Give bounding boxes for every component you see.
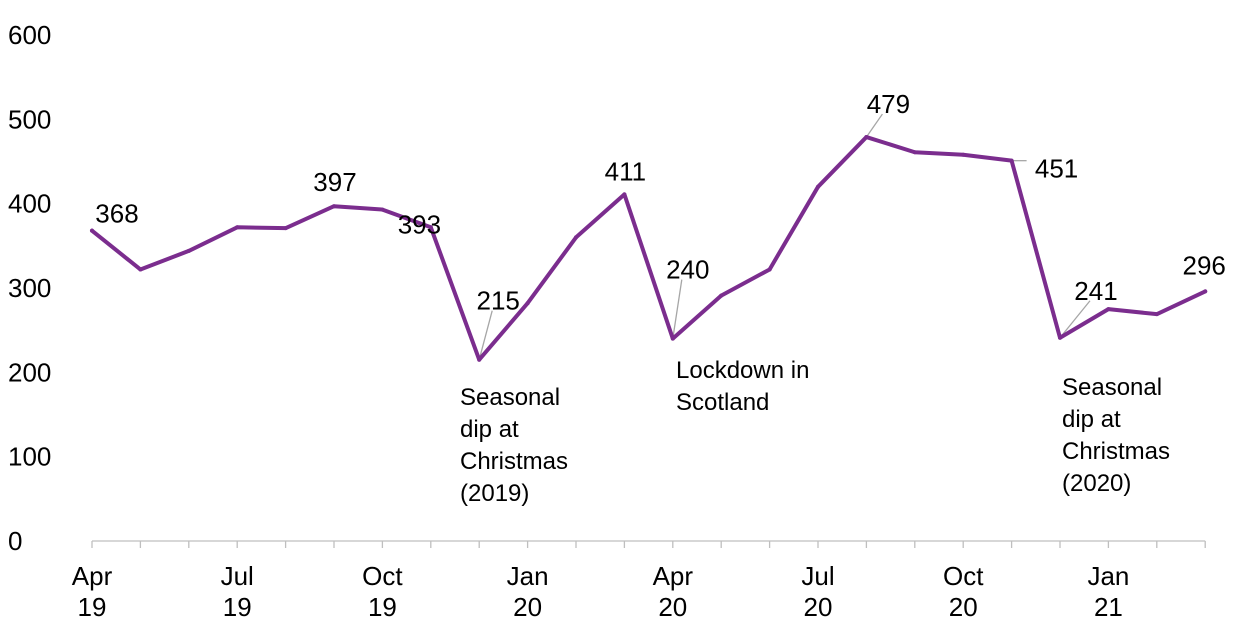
x-tick-label: 19 [78, 592, 107, 622]
x-tick-label: 20 [804, 592, 833, 622]
annotation-line: Seasonal [460, 384, 560, 411]
series-group [90, 135, 1208, 362]
data-point [816, 184, 820, 189]
x-tick-label: 19 [368, 592, 397, 622]
annotation-line: (2020) [1062, 470, 1131, 497]
data-label: 240 [666, 255, 709, 285]
data-point [1203, 289, 1208, 294]
y-tick-label: 200 [8, 357, 51, 387]
data-point [574, 235, 578, 240]
data-label: 296 [1183, 250, 1226, 280]
data-point [380, 207, 385, 212]
y-tick-label: 600 [8, 20, 51, 50]
data-point [283, 226, 288, 231]
data-point [477, 357, 482, 362]
x-tick-label: Jul [801, 561, 834, 591]
annotations: Seasonal dip at Christmas (2019) Lockdown in… [460, 357, 1170, 507]
data-label-leader [865, 113, 883, 138]
x-tick-label: Jan [507, 561, 549, 591]
data-label: 393 [398, 210, 441, 240]
data-point [864, 135, 869, 140]
annotation-line: Christmas [460, 448, 568, 475]
data-label-leader [478, 310, 493, 360]
annotation-line: Lockdown in [676, 357, 809, 384]
annotation-line: dip at [1062, 406, 1121, 433]
data-point [912, 150, 917, 155]
data-point [1154, 312, 1159, 317]
x-tick-label: Jan [1087, 561, 1129, 591]
series-line [90, 135, 1208, 362]
y-tick-label: 0 [8, 526, 22, 556]
annotation-line: dip at [460, 416, 519, 443]
y-tick-label: 500 [8, 104, 51, 134]
data-point [235, 225, 240, 230]
x-tick-label: Jul [221, 561, 254, 591]
data-label-leader [1059, 300, 1091, 339]
data-point [186, 248, 191, 253]
data-label-leader [672, 279, 683, 339]
x-tick-label: Oct [362, 561, 403, 591]
data-point [525, 301, 530, 306]
data-point [961, 152, 966, 157]
data-label: 368 [95, 199, 138, 229]
data-point [332, 204, 336, 209]
annotation-leaders [478, 113, 1091, 360]
data-point [670, 336, 675, 341]
x-tick-label: Apr [72, 561, 113, 591]
x-tick-label: 20 [949, 592, 978, 622]
y-tick-label: 400 [8, 189, 51, 219]
data-point [1058, 335, 1062, 340]
y-tick-label: 300 [8, 273, 51, 303]
data-label: 397 [313, 167, 356, 197]
annotation-line: Christmas [1062, 438, 1170, 465]
data-point [90, 228, 94, 233]
annotation-line: (2019) [460, 480, 529, 507]
y-tick-label: 100 [8, 442, 51, 472]
x-tick-label: 21 [1094, 592, 1123, 622]
y-axis: 0 100 200 300 400 500 600 [8, 20, 51, 556]
data-point [719, 293, 724, 298]
x-tick-label: Apr [653, 561, 694, 591]
data-label: 411 [605, 156, 646, 186]
x-tick-label: 19 [223, 592, 252, 622]
data-point [428, 225, 433, 230]
x-tick-label: 20 [658, 592, 687, 622]
data-point [767, 267, 772, 272]
data-label: 451 [1035, 154, 1078, 184]
annotation-line: Seasonal [1062, 374, 1162, 401]
data-label: 241 [1074, 276, 1117, 306]
data-label: 479 [867, 89, 910, 119]
data-point [622, 192, 627, 197]
data-point [1009, 158, 1014, 163]
annotation-line: Scotland [676, 389, 769, 416]
data-labels: 368 397 393 215 411 240 479 451 241 296 [95, 89, 1226, 316]
data-point [1106, 307, 1111, 312]
x-tick-label: 20 [513, 592, 542, 622]
data-label: 215 [477, 286, 520, 316]
data-point [138, 267, 143, 272]
x-tick-label: Oct [943, 561, 984, 591]
